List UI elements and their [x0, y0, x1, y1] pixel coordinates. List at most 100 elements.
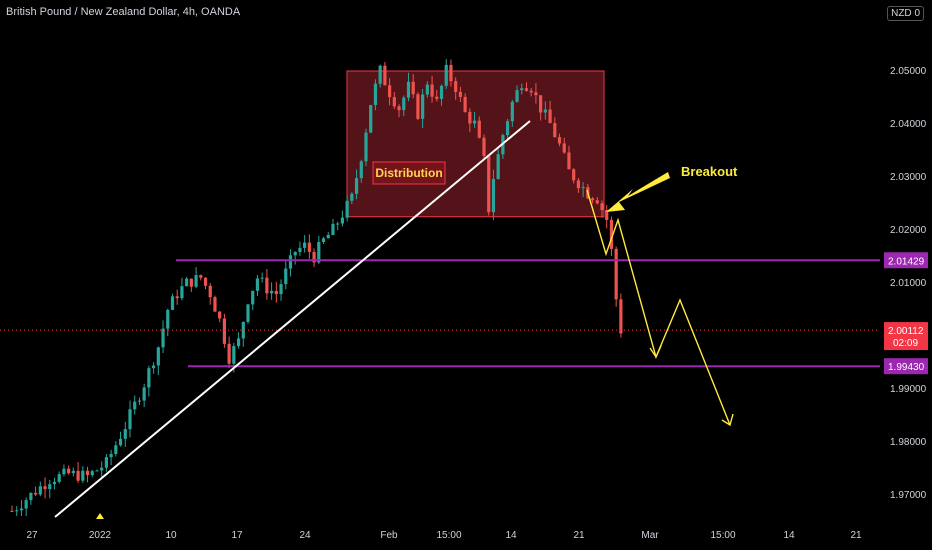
- projection-path: [586, 189, 731, 426]
- candle-body: [609, 219, 614, 249]
- candle-body: [203, 277, 208, 286]
- y-tick-label: 2.04000: [890, 119, 927, 130]
- candle-body: [548, 109, 552, 124]
- currency-badge[interactable]: NZD 0: [887, 6, 924, 21]
- x-tick-label: 15:00: [436, 530, 461, 541]
- candle-body: [562, 143, 566, 153]
- candle-body: [137, 400, 142, 402]
- candle-body: [15, 510, 19, 512]
- candle-body: [208, 285, 212, 298]
- candle-body: [236, 338, 241, 347]
- current-price-label: 2.00112: [888, 326, 924, 337]
- candle-body: [10, 510, 14, 512]
- candle-body: [496, 154, 500, 180]
- x-tick-label: 21: [573, 530, 585, 541]
- candle-body: [255, 278, 260, 291]
- candle-body: [406, 81, 411, 98]
- candle-body: [619, 299, 623, 334]
- candle-body: [425, 84, 429, 95]
- candle-body: [19, 508, 24, 511]
- candle-body: [364, 132, 368, 162]
- candle-body: [100, 467, 104, 471]
- candle-body: [317, 242, 321, 263]
- candle-body: [147, 368, 151, 388]
- candle-body: [90, 471, 94, 476]
- overlay-lines: Breakout: [0, 120, 880, 518]
- candle-body: [506, 121, 510, 136]
- candle-body: [595, 200, 599, 204]
- currency-flag: 0: [914, 8, 920, 19]
- candle-body: [373, 83, 378, 106]
- candle-body: [576, 180, 580, 189]
- y-tick-label: 1.99000: [890, 384, 927, 395]
- candle-body: [340, 217, 344, 224]
- candle-body: [274, 290, 278, 295]
- candle-body: [76, 470, 80, 481]
- candle-body: [260, 277, 264, 279]
- candle-body: [529, 90, 533, 93]
- candle-body: [600, 203, 604, 210]
- level-price-label: 2.01429: [888, 256, 925, 267]
- candle-body: [590, 198, 595, 201]
- candle-body: [303, 242, 307, 248]
- candle-body: [487, 155, 491, 213]
- candle-body: [161, 328, 165, 348]
- candle-body: [510, 101, 514, 122]
- candle-body: [194, 275, 198, 287]
- candle-body: [185, 278, 189, 287]
- price-axis[interactable]: 2.050002.040002.030002.020002.010002.000…: [884, 66, 928, 501]
- candle-body: [152, 365, 156, 369]
- candle-body: [218, 311, 222, 319]
- candle-body: [57, 474, 61, 482]
- candle-body: [307, 242, 311, 252]
- candle-body: [472, 120, 477, 124]
- currency-label: NZD: [891, 8, 912, 19]
- candle-body: [520, 88, 524, 91]
- candle-body: [543, 109, 547, 113]
- candle-body: [85, 470, 90, 476]
- candle-body: [515, 90, 519, 102]
- time-axis[interactable]: 27 2022 10 17 24 Feb 15:00 14 21 Mar 15:00 14 21: [26, 513, 862, 541]
- candle-body: [293, 251, 297, 256]
- candle-body: [71, 470, 75, 474]
- candle-body: [350, 193, 354, 201]
- level-price-label: 1.99430: [888, 362, 925, 373]
- candle-body: [435, 96, 439, 99]
- candle-body: [109, 453, 113, 458]
- trendline: [54, 120, 531, 518]
- x-tick-label: 27: [26, 530, 38, 541]
- candle-body: [369, 105, 373, 133]
- candle-body: [421, 94, 425, 119]
- x-tick-label: 14: [505, 530, 517, 541]
- candle-body: [345, 200, 349, 218]
- candle-body: [614, 248, 618, 300]
- level-price-tag: [884, 358, 928, 375]
- candle-body: [567, 152, 571, 170]
- candle-body: [288, 255, 293, 269]
- projection-arrowhead-icon: [649, 345, 662, 359]
- candle-body: [430, 84, 434, 97]
- candle-body: [104, 457, 108, 468]
- countdown-label: 02:09: [893, 338, 918, 349]
- candle-body: [270, 290, 274, 294]
- candle-body: [454, 81, 458, 92]
- candle-body: [175, 296, 179, 299]
- level-price-tag: [884, 252, 928, 269]
- candle-body: [534, 92, 538, 96]
- candle-body: [189, 278, 193, 287]
- candle-body: [24, 500, 28, 509]
- candle-body: [336, 223, 340, 225]
- candle-body: [279, 284, 283, 295]
- candle-body: [397, 106, 401, 111]
- current-price-tag: [884, 322, 928, 351]
- candle-body: [557, 137, 562, 144]
- candle-body: [251, 290, 255, 305]
- y-tick-label: 2.02000: [890, 225, 927, 236]
- candle-body: [402, 97, 406, 111]
- candle-body: [326, 234, 330, 239]
- candle-body: [359, 161, 363, 179]
- candle-body: [482, 137, 486, 156]
- y-tick-label: 2.03000: [890, 172, 927, 183]
- candle-body: [180, 286, 184, 299]
